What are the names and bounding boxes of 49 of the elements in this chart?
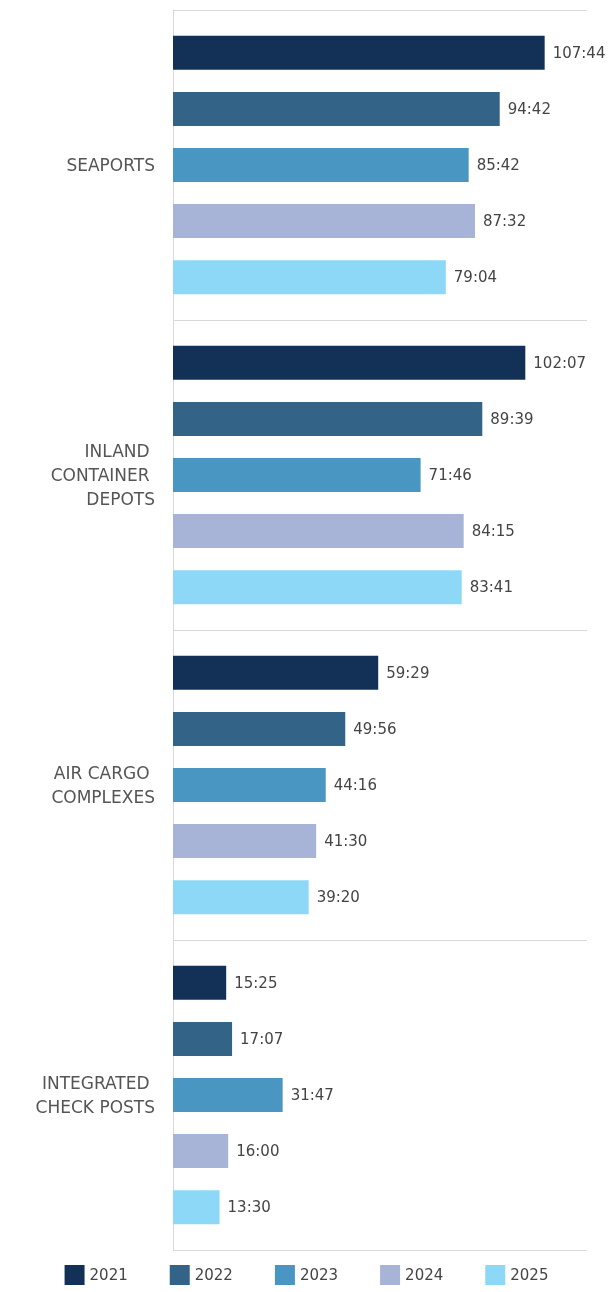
bar	[173, 260, 446, 295]
bar	[173, 965, 227, 1000]
data-label: 71:46	[428, 466, 472, 484]
bar	[173, 514, 464, 549]
y-tick-label: INTEGRATED CHECK POSTS	[35, 1073, 155, 1117]
bar	[173, 768, 326, 802]
data-label: 44:16	[333, 776, 377, 794]
bar	[173, 880, 309, 915]
data-label: 17:07	[240, 1029, 284, 1048]
data-label: 107:44	[552, 43, 606, 62]
bar	[173, 345, 526, 380]
bar	[173, 711, 346, 746]
bar	[173, 570, 462, 605]
bar	[173, 1078, 283, 1112]
bar	[173, 401, 483, 436]
data-label: 89:39	[490, 409, 534, 428]
legend-label: 2021	[89, 1266, 128, 1284]
data-label: 87:32	[482, 212, 527, 231]
data-label: 59:29	[386, 663, 430, 682]
legend-label: 2022	[194, 1266, 233, 1284]
data-label: 49:56	[353, 719, 397, 738]
bar	[173, 824, 317, 859]
data-label: 41:30	[324, 832, 368, 851]
bar	[173, 148, 469, 182]
bar	[173, 91, 500, 126]
bar	[173, 1021, 233, 1056]
legend-label: 2023	[299, 1266, 339, 1284]
data-label: 39:20	[316, 888, 360, 907]
data-label: 79:04	[453, 268, 498, 287]
data-label: 94:42	[507, 99, 551, 118]
legend-label: 2025	[510, 1266, 549, 1284]
y-tick-label: AIR CARGO COMPLEXES	[51, 763, 155, 807]
data-label: 16:00	[236, 1142, 280, 1161]
bar	[173, 458, 421, 492]
y-tick-label: INLAND CONTAINER DEPOTS	[50, 441, 155, 509]
data-label: 13:30	[227, 1198, 271, 1217]
data-label: 83:41	[469, 578, 513, 597]
data-label: 84:15	[471, 522, 515, 541]
data-label: 102:07	[533, 353, 587, 372]
bar	[173, 655, 379, 690]
bar	[173, 204, 475, 239]
bar	[173, 35, 545, 70]
data-label: 15:25	[234, 973, 278, 992]
y-tick-label: SEAPORTS	[66, 155, 155, 175]
data-label: 31:47	[290, 1086, 334, 1104]
bar	[173, 1134, 229, 1169]
data-label: 85:42	[476, 156, 520, 174]
legend-label: 2024	[405, 1266, 444, 1284]
bar	[173, 1190, 220, 1225]
